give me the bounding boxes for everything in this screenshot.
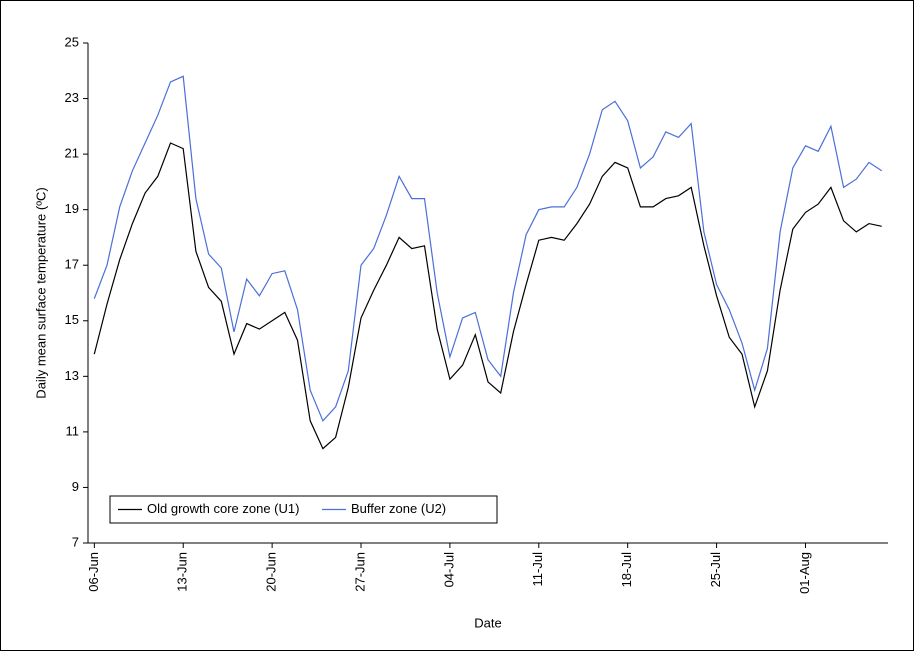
legend-label: Buffer zone (U2)	[351, 501, 446, 516]
y-tick-label: 15	[65, 312, 79, 327]
x-tick-label: 18-Jul	[619, 552, 634, 588]
series-line	[93, 75, 883, 422]
x-tick-label: 20-Jun	[264, 552, 279, 592]
x-tick-label: 01-Aug	[797, 552, 812, 594]
y-tick-label: 21	[65, 146, 79, 161]
legend-label: Old growth core zone (U1)	[147, 501, 299, 516]
x-tick-label: 06-Jun	[86, 552, 101, 592]
x-tick-label: 25-Jul	[708, 552, 723, 588]
x-tick-label: 04-Jul	[441, 552, 456, 588]
y-tick-label: 7	[72, 534, 79, 549]
y-tick-label: 23	[65, 90, 79, 105]
legend-box	[109, 495, 498, 524]
series-line	[93, 142, 882, 450]
y-tick-label: 17	[65, 257, 79, 272]
y-tick-label: 13	[65, 368, 79, 383]
x-tick-label: 27-Jun	[352, 552, 367, 592]
y-tick-label: 9	[72, 479, 79, 494]
y-tick-label: 19	[65, 201, 79, 216]
y-axis-label: Daily mean surface temperature (ºC)	[33, 187, 48, 398]
y-tick-label: 25	[65, 34, 79, 49]
x-tick-label: 13-Jun	[175, 552, 190, 592]
x-axis-label: Date	[474, 615, 501, 630]
x-tick-label: 11-Jul	[530, 552, 545, 587]
y-tick-label: 11	[66, 423, 80, 438]
